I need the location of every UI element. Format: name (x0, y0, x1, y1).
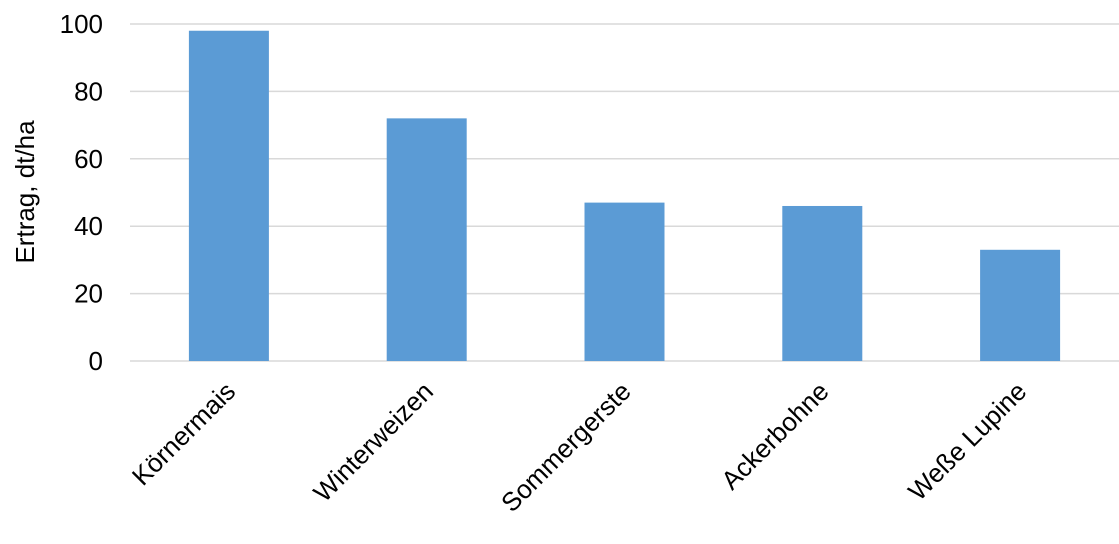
x-tick-label: Weße Lupine (902, 376, 1032, 506)
y-tick-label: 80 (74, 76, 103, 106)
y-tick-label: 60 (74, 144, 103, 174)
bar (782, 205, 863, 361)
bar (980, 249, 1061, 361)
y-tick-label: 40 (74, 211, 103, 241)
y-tick-label: 0 (89, 346, 103, 376)
y-tick-label: 20 (74, 279, 103, 309)
x-tick-label: Körnermais (126, 376, 241, 491)
y-axis-label: Ertrag, dt/ha (10, 120, 40, 264)
bar (584, 202, 665, 361)
y-tick-labels: 0 20 40 60 80 100 (60, 9, 103, 376)
bar (386, 118, 467, 361)
x-tick-label: Ackerbohne (715, 376, 834, 495)
x-tick-labels: Körnermais Winterweizen Sommergerste Ackerb… (126, 376, 1032, 518)
y-tick-label: 100 (60, 9, 103, 39)
bars (188, 30, 1061, 362)
x-tick-label: Sommergerste (495, 376, 637, 518)
bar (188, 30, 269, 362)
x-tick-label: Winterweizen (307, 376, 439, 508)
